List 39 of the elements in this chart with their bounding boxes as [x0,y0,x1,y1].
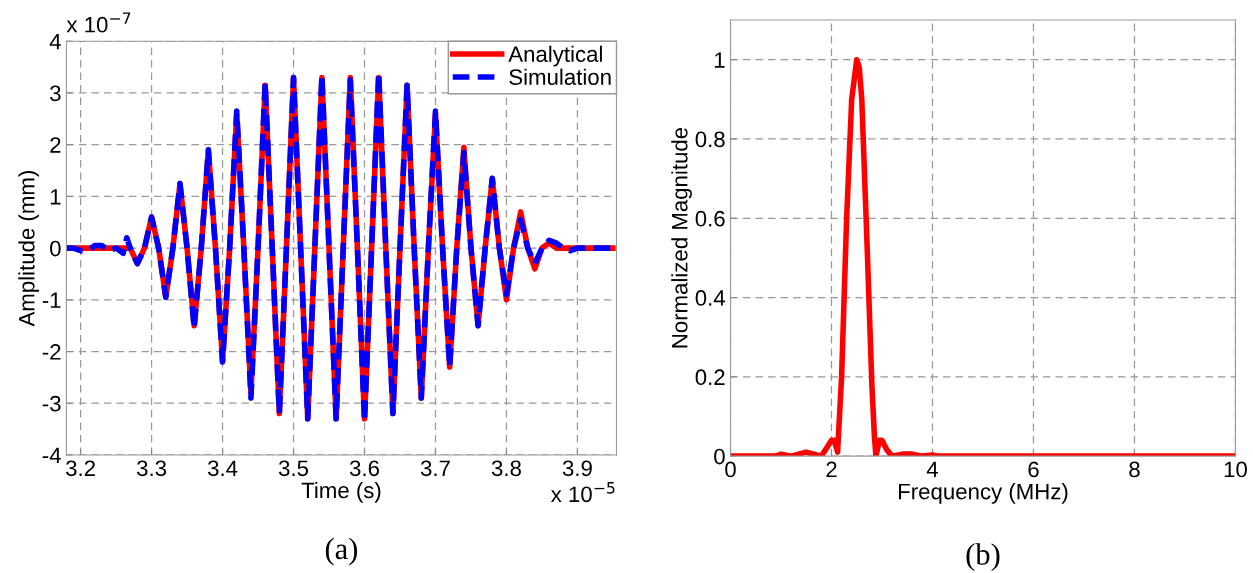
y-tick-label: -2 [42,344,61,360]
y-axis-title: Normalized Magnitude [671,127,692,348]
x-tick-label: 3.6 [349,460,379,477]
y-tick-label: -4 [42,447,61,464]
y-tick-label: 0 [50,240,61,257]
x-tick-label: 4 [926,461,939,478]
y-tick-label: -1 [42,292,61,308]
legend-label: Analytical [508,45,602,67]
y-tick-label: 3 [50,85,61,102]
x-tick-label: 3.9 [562,460,592,477]
legend-label: Simulation [509,68,611,85]
x-tick-label: 0 [725,461,736,478]
x-tick-label: 2 [826,461,837,478]
x-tick-label: 3.5 [278,460,309,477]
y-tick-label: 4 [49,34,61,50]
x-tick-label: 3.7 [420,460,450,477]
x-axis-title: Time (s) [301,481,381,503]
y-tick-label: 0.6 [695,210,725,227]
x-tick-label: 6 [1028,461,1039,478]
x-tick-label: 3.8 [491,460,521,477]
x-tick-label: 3.2 [66,460,95,477]
y-tick-label: 0.4 [695,290,725,306]
y-tick-label: 0 [714,448,725,465]
x-axis-title: Frequency (MHz) [898,483,1068,504]
text: (b) [966,543,1000,572]
y-tick-label: 0.2 [695,369,725,386]
y-tick-label: 1 [714,52,725,68]
text: x 10$^{−7}$ [66,12,131,33]
x-tick-label: 3.3 [136,460,167,477]
y-tick-label: 0.8 [695,131,725,148]
x-tick-label: 3.4 [207,460,238,477]
y-tick-label: 1 [50,189,61,205]
y-tick-label: 2 [50,137,61,153]
text: x 10$^{−5}$ [550,482,615,503]
y-axis-title: Amplitude (mm) [18,171,40,327]
text: (a) [325,537,358,566]
y-tick-label: -3 [42,395,61,412]
x-tick-label: 10 [1224,461,1247,478]
x-tick-label: 8 [1129,461,1140,478]
